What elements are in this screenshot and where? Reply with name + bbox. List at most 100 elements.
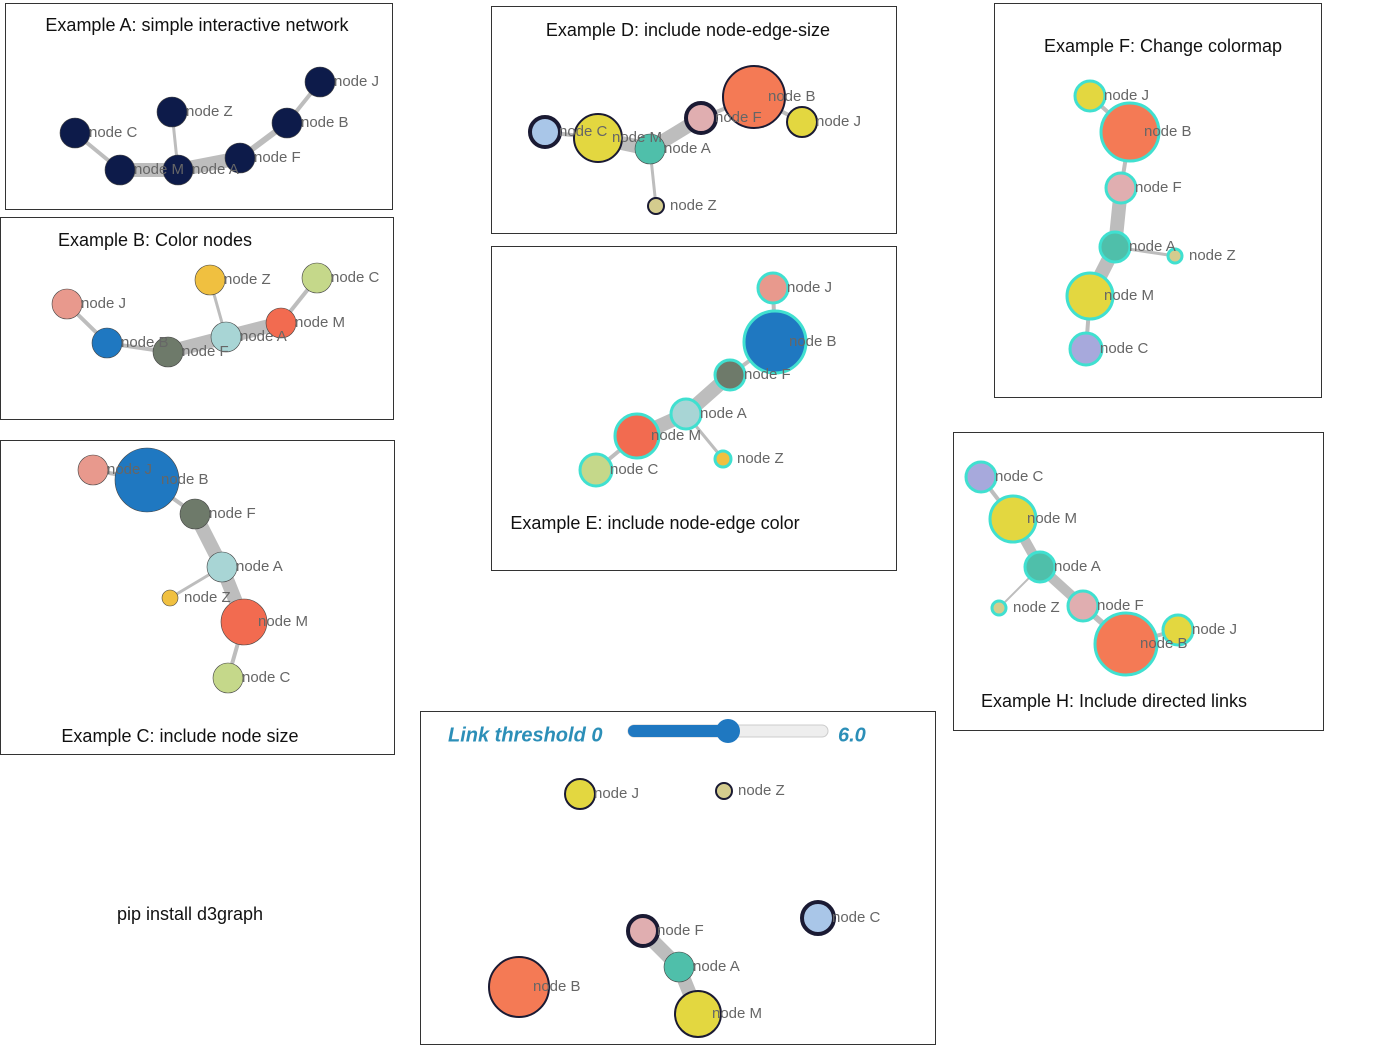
node-label: node B bbox=[789, 333, 837, 350]
node[interactable] bbox=[1099, 101, 1161, 163]
node-label: node C bbox=[242, 669, 291, 686]
node[interactable] bbox=[988, 494, 1038, 544]
node-label: node F bbox=[182, 343, 229, 360]
node[interactable] bbox=[800, 900, 836, 936]
node[interactable] bbox=[1093, 611, 1159, 677]
node[interactable] bbox=[1104, 171, 1138, 205]
node[interactable] bbox=[634, 133, 666, 165]
node[interactable] bbox=[564, 778, 596, 810]
node[interactable] bbox=[212, 662, 244, 694]
node[interactable] bbox=[613, 412, 661, 460]
node[interactable] bbox=[722, 65, 786, 129]
node[interactable] bbox=[684, 101, 718, 135]
node[interactable] bbox=[1073, 79, 1107, 113]
node[interactable] bbox=[162, 154, 194, 186]
node[interactable] bbox=[271, 107, 303, 139]
node-label: node M bbox=[1104, 287, 1154, 304]
panel-title: Example E: include node-edge color bbox=[510, 513, 799, 533]
node-label: node C bbox=[331, 269, 380, 286]
node-label: node B bbox=[768, 88, 816, 105]
node[interactable] bbox=[156, 96, 188, 128]
node-label: node B bbox=[301, 114, 349, 131]
node[interactable] bbox=[104, 154, 136, 186]
node[interactable] bbox=[578, 452, 614, 488]
node-label: node A bbox=[664, 140, 711, 157]
node[interactable] bbox=[152, 336, 184, 368]
panel-border bbox=[994, 3, 1322, 398]
node[interactable] bbox=[210, 321, 242, 353]
node[interactable] bbox=[573, 113, 623, 163]
node[interactable] bbox=[742, 309, 808, 375]
node[interactable] bbox=[304, 66, 336, 98]
node-label: node Z bbox=[738, 782, 785, 799]
node[interactable] bbox=[756, 271, 790, 305]
node[interactable] bbox=[1068, 331, 1104, 367]
node[interactable] bbox=[114, 447, 180, 513]
node[interactable] bbox=[1065, 271, 1115, 321]
node-label: node J bbox=[1104, 87, 1149, 104]
node[interactable] bbox=[1161, 613, 1195, 647]
node[interactable] bbox=[1023, 550, 1057, 584]
panel-title: Example D: include node-edge-size bbox=[546, 20, 830, 40]
panel-border bbox=[0, 440, 395, 755]
node[interactable] bbox=[220, 598, 268, 646]
network-panel: node C node M node A node Z node F node Bnode… bbox=[953, 432, 1324, 731]
panel-title: Example F: Change colormap bbox=[1044, 36, 1282, 56]
panel-border bbox=[953, 432, 1324, 731]
node[interactable] bbox=[51, 288, 83, 320]
node-label: node B bbox=[161, 471, 209, 488]
node-label: node F bbox=[744, 366, 791, 383]
node-label: node J bbox=[594, 785, 639, 802]
node[interactable] bbox=[1098, 230, 1132, 264]
panel-title: Example A: simple interactive network bbox=[45, 15, 349, 35]
node[interactable] bbox=[528, 115, 562, 149]
slider-knob[interactable] bbox=[716, 719, 740, 743]
node[interactable] bbox=[91, 327, 123, 359]
node[interactable] bbox=[674, 990, 722, 1038]
node-label: node C bbox=[559, 123, 608, 140]
node[interactable] bbox=[224, 142, 256, 174]
node[interactable] bbox=[206, 551, 238, 583]
node[interactable] bbox=[77, 454, 109, 486]
node[interactable] bbox=[647, 197, 665, 215]
node[interactable] bbox=[179, 498, 211, 530]
node[interactable] bbox=[786, 106, 818, 138]
node-label: node M bbox=[295, 314, 345, 331]
node[interactable] bbox=[713, 358, 747, 392]
node[interactable] bbox=[265, 307, 297, 339]
network-panel: node C node M node Z node A node F node B node… bbox=[5, 3, 393, 210]
node-label: node B bbox=[533, 978, 581, 995]
node[interactable] bbox=[626, 914, 660, 948]
network-panel: node J node B node F node A node M node C node… bbox=[491, 246, 897, 571]
node-label: node A bbox=[240, 328, 287, 345]
node-label: node F bbox=[657, 922, 704, 939]
node[interactable] bbox=[663, 951, 695, 983]
node-label: node B bbox=[1144, 123, 1192, 140]
node-label: node Z bbox=[1013, 599, 1060, 616]
node[interactable] bbox=[1166, 247, 1184, 265]
node[interactable] bbox=[194, 264, 226, 296]
node[interactable] bbox=[59, 117, 91, 149]
node-label: node F bbox=[254, 149, 301, 166]
node[interactable] bbox=[990, 599, 1008, 617]
panel-border bbox=[5, 3, 393, 210]
node[interactable] bbox=[715, 782, 733, 800]
node[interactable] bbox=[161, 589, 179, 607]
node[interactable] bbox=[488, 956, 550, 1018]
node-label: node M bbox=[651, 427, 701, 444]
node-label: node Z bbox=[186, 103, 233, 120]
node[interactable] bbox=[713, 449, 733, 469]
node-label: node A bbox=[693, 958, 740, 975]
node[interactable] bbox=[964, 460, 998, 494]
node[interactable] bbox=[669, 397, 703, 431]
node-label: node Z bbox=[184, 589, 231, 606]
node-label: node Z bbox=[1189, 247, 1236, 264]
node-label: node J bbox=[1192, 621, 1237, 638]
node-label: node M bbox=[612, 129, 662, 146]
node[interactable] bbox=[301, 262, 333, 294]
node-label: node J bbox=[334, 73, 379, 90]
node-label: node A bbox=[700, 405, 747, 422]
node[interactable] bbox=[1066, 589, 1100, 623]
